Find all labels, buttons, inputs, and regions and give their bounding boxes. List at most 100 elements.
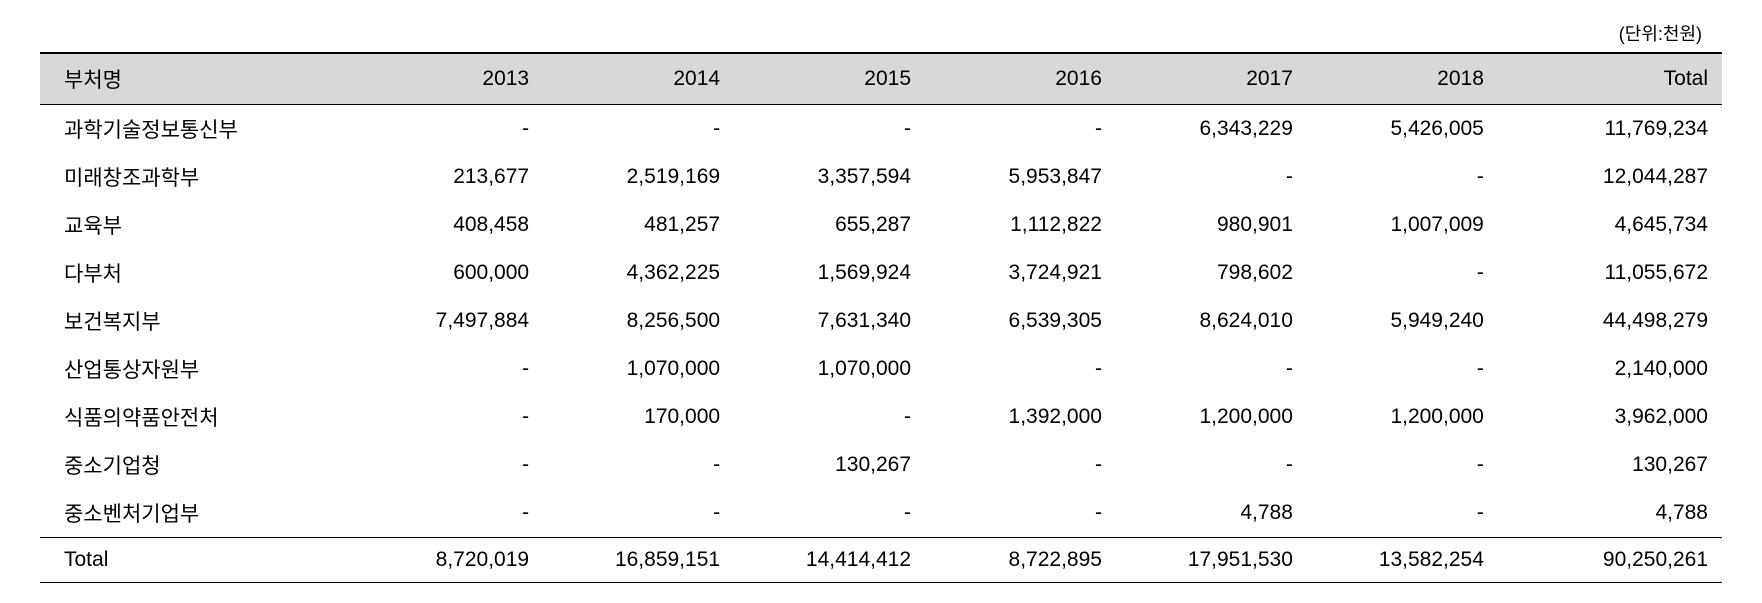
col-header-total: Total <box>1498 53 1722 105</box>
table-row: 교육부 408,458 481,257 655,287 1,112,822 98… <box>40 201 1722 249</box>
col-header-2015: 2015 <box>734 53 925 105</box>
cell-total-value: 90,250,261 <box>1498 538 1722 583</box>
cell-total-value: 8,720,019 <box>352 538 543 583</box>
cell-value: 8,624,010 <box>1116 297 1307 345</box>
cell-value: 5,426,005 <box>1307 105 1498 154</box>
cell-value: 4,645,734 <box>1498 201 1722 249</box>
unit-label: (단위:천원) <box>40 20 1722 46</box>
cell-value: 2,140,000 <box>1498 345 1722 393</box>
cell-value: 655,287 <box>734 201 925 249</box>
col-header-2017: 2017 <box>1116 53 1307 105</box>
cell-value: - <box>1307 153 1498 201</box>
cell-value: 798,602 <box>1116 249 1307 297</box>
cell-dept: 식품의약품안전처 <box>40 393 352 441</box>
cell-value: - <box>1116 441 1307 489</box>
cell-value: - <box>1307 249 1498 297</box>
cell-value: 11,055,672 <box>1498 249 1722 297</box>
cell-total-value: 13,582,254 <box>1307 538 1498 583</box>
cell-value: - <box>543 105 734 154</box>
cell-value: 3,962,000 <box>1498 393 1722 441</box>
cell-total-label: Total <box>40 538 352 583</box>
cell-value: 408,458 <box>352 201 543 249</box>
cell-value: 7,631,340 <box>734 297 925 345</box>
cell-value: 5,949,240 <box>1307 297 1498 345</box>
cell-dept: 중소벤처기업부 <box>40 489 352 538</box>
cell-value: - <box>1307 441 1498 489</box>
cell-value: - <box>734 393 925 441</box>
table-row: 과학기술정보통신부 - - - - 6,343,229 5,426,005 11… <box>40 105 1722 154</box>
cell-value: - <box>352 393 543 441</box>
cell-dept: 다부처 <box>40 249 352 297</box>
cell-value: 2,519,169 <box>543 153 734 201</box>
table-row: 다부처 600,000 4,362,225 1,569,924 3,724,92… <box>40 249 1722 297</box>
cell-value: - <box>1116 153 1307 201</box>
cell-value: - <box>925 345 1116 393</box>
cell-total-value: 16,859,151 <box>543 538 734 583</box>
cell-value: 1,200,000 <box>1307 393 1498 441</box>
cell-value: 600,000 <box>352 249 543 297</box>
cell-value: 1,200,000 <box>1116 393 1307 441</box>
cell-value: 1,569,924 <box>734 249 925 297</box>
col-header-2016: 2016 <box>925 53 1116 105</box>
cell-value: 481,257 <box>543 201 734 249</box>
col-header-dept: 부처명 <box>40 53 352 105</box>
cell-value: 11,769,234 <box>1498 105 1722 154</box>
table-row: 보건복지부 7,497,884 8,256,500 7,631,340 6,53… <box>40 297 1722 345</box>
cell-dept: 미래창조과학부 <box>40 153 352 201</box>
cell-value: 3,357,594 <box>734 153 925 201</box>
cell-value: 8,256,500 <box>543 297 734 345</box>
cell-value: 5,953,847 <box>925 153 1116 201</box>
cell-value: 130,267 <box>1498 441 1722 489</box>
table-body: 과학기술정보통신부 - - - - 6,343,229 5,426,005 11… <box>40 105 1722 583</box>
cell-value: - <box>734 489 925 538</box>
table-header-row: 부처명 2013 2014 2015 2016 2017 2018 Total <box>40 53 1722 105</box>
cell-value: 1,070,000 <box>734 345 925 393</box>
cell-value: 12,044,287 <box>1498 153 1722 201</box>
col-header-2014: 2014 <box>543 53 734 105</box>
cell-value: - <box>543 441 734 489</box>
cell-dept: 산업통상자원부 <box>40 345 352 393</box>
table-row: 식품의약품안전처 - 170,000 - 1,392,000 1,200,000… <box>40 393 1722 441</box>
cell-value: 6,343,229 <box>1116 105 1307 154</box>
cell-value: 3,724,921 <box>925 249 1116 297</box>
cell-value: 170,000 <box>543 393 734 441</box>
cell-value: - <box>1307 345 1498 393</box>
cell-value: - <box>1307 489 1498 538</box>
table-total-row: Total 8,720,019 16,859,151 14,414,412 8,… <box>40 538 1722 583</box>
cell-value: - <box>1116 345 1307 393</box>
cell-value: 1,392,000 <box>925 393 1116 441</box>
budget-table: 부처명 2013 2014 2015 2016 2017 2018 Total … <box>40 52 1722 583</box>
cell-value: - <box>734 105 925 154</box>
col-header-2013: 2013 <box>352 53 543 105</box>
cell-value: - <box>543 489 734 538</box>
cell-value: 213,677 <box>352 153 543 201</box>
cell-value: 44,498,279 <box>1498 297 1722 345</box>
cell-value: 4,362,225 <box>543 249 734 297</box>
table-row: 중소벤처기업부 - - - - 4,788 - 4,788 <box>40 489 1722 538</box>
table-row: 중소기업청 - - 130,267 - - - 130,267 <box>40 441 1722 489</box>
cell-total-value: 14,414,412 <box>734 538 925 583</box>
cell-value: - <box>352 345 543 393</box>
cell-total-value: 8,722,895 <box>925 538 1116 583</box>
cell-value: 6,539,305 <box>925 297 1116 345</box>
cell-value: 4,788 <box>1116 489 1307 538</box>
cell-value: - <box>925 441 1116 489</box>
cell-value: 4,788 <box>1498 489 1722 538</box>
cell-dept: 과학기술정보통신부 <box>40 105 352 154</box>
cell-value: 980,901 <box>1116 201 1307 249</box>
cell-dept: 보건복지부 <box>40 297 352 345</box>
table-row: 미래창조과학부 213,677 2,519,169 3,357,594 5,95… <box>40 153 1722 201</box>
cell-total-value: 17,951,530 <box>1116 538 1307 583</box>
cell-value: 1,070,000 <box>543 345 734 393</box>
cell-value: 7,497,884 <box>352 297 543 345</box>
cell-dept: 중소기업청 <box>40 441 352 489</box>
cell-value: 130,267 <box>734 441 925 489</box>
cell-value: 1,112,822 <box>925 201 1116 249</box>
cell-dept: 교육부 <box>40 201 352 249</box>
cell-value: - <box>352 489 543 538</box>
cell-value: - <box>925 105 1116 154</box>
cell-value: - <box>925 489 1116 538</box>
cell-value: - <box>352 441 543 489</box>
col-header-2018: 2018 <box>1307 53 1498 105</box>
cell-value: 1,007,009 <box>1307 201 1498 249</box>
